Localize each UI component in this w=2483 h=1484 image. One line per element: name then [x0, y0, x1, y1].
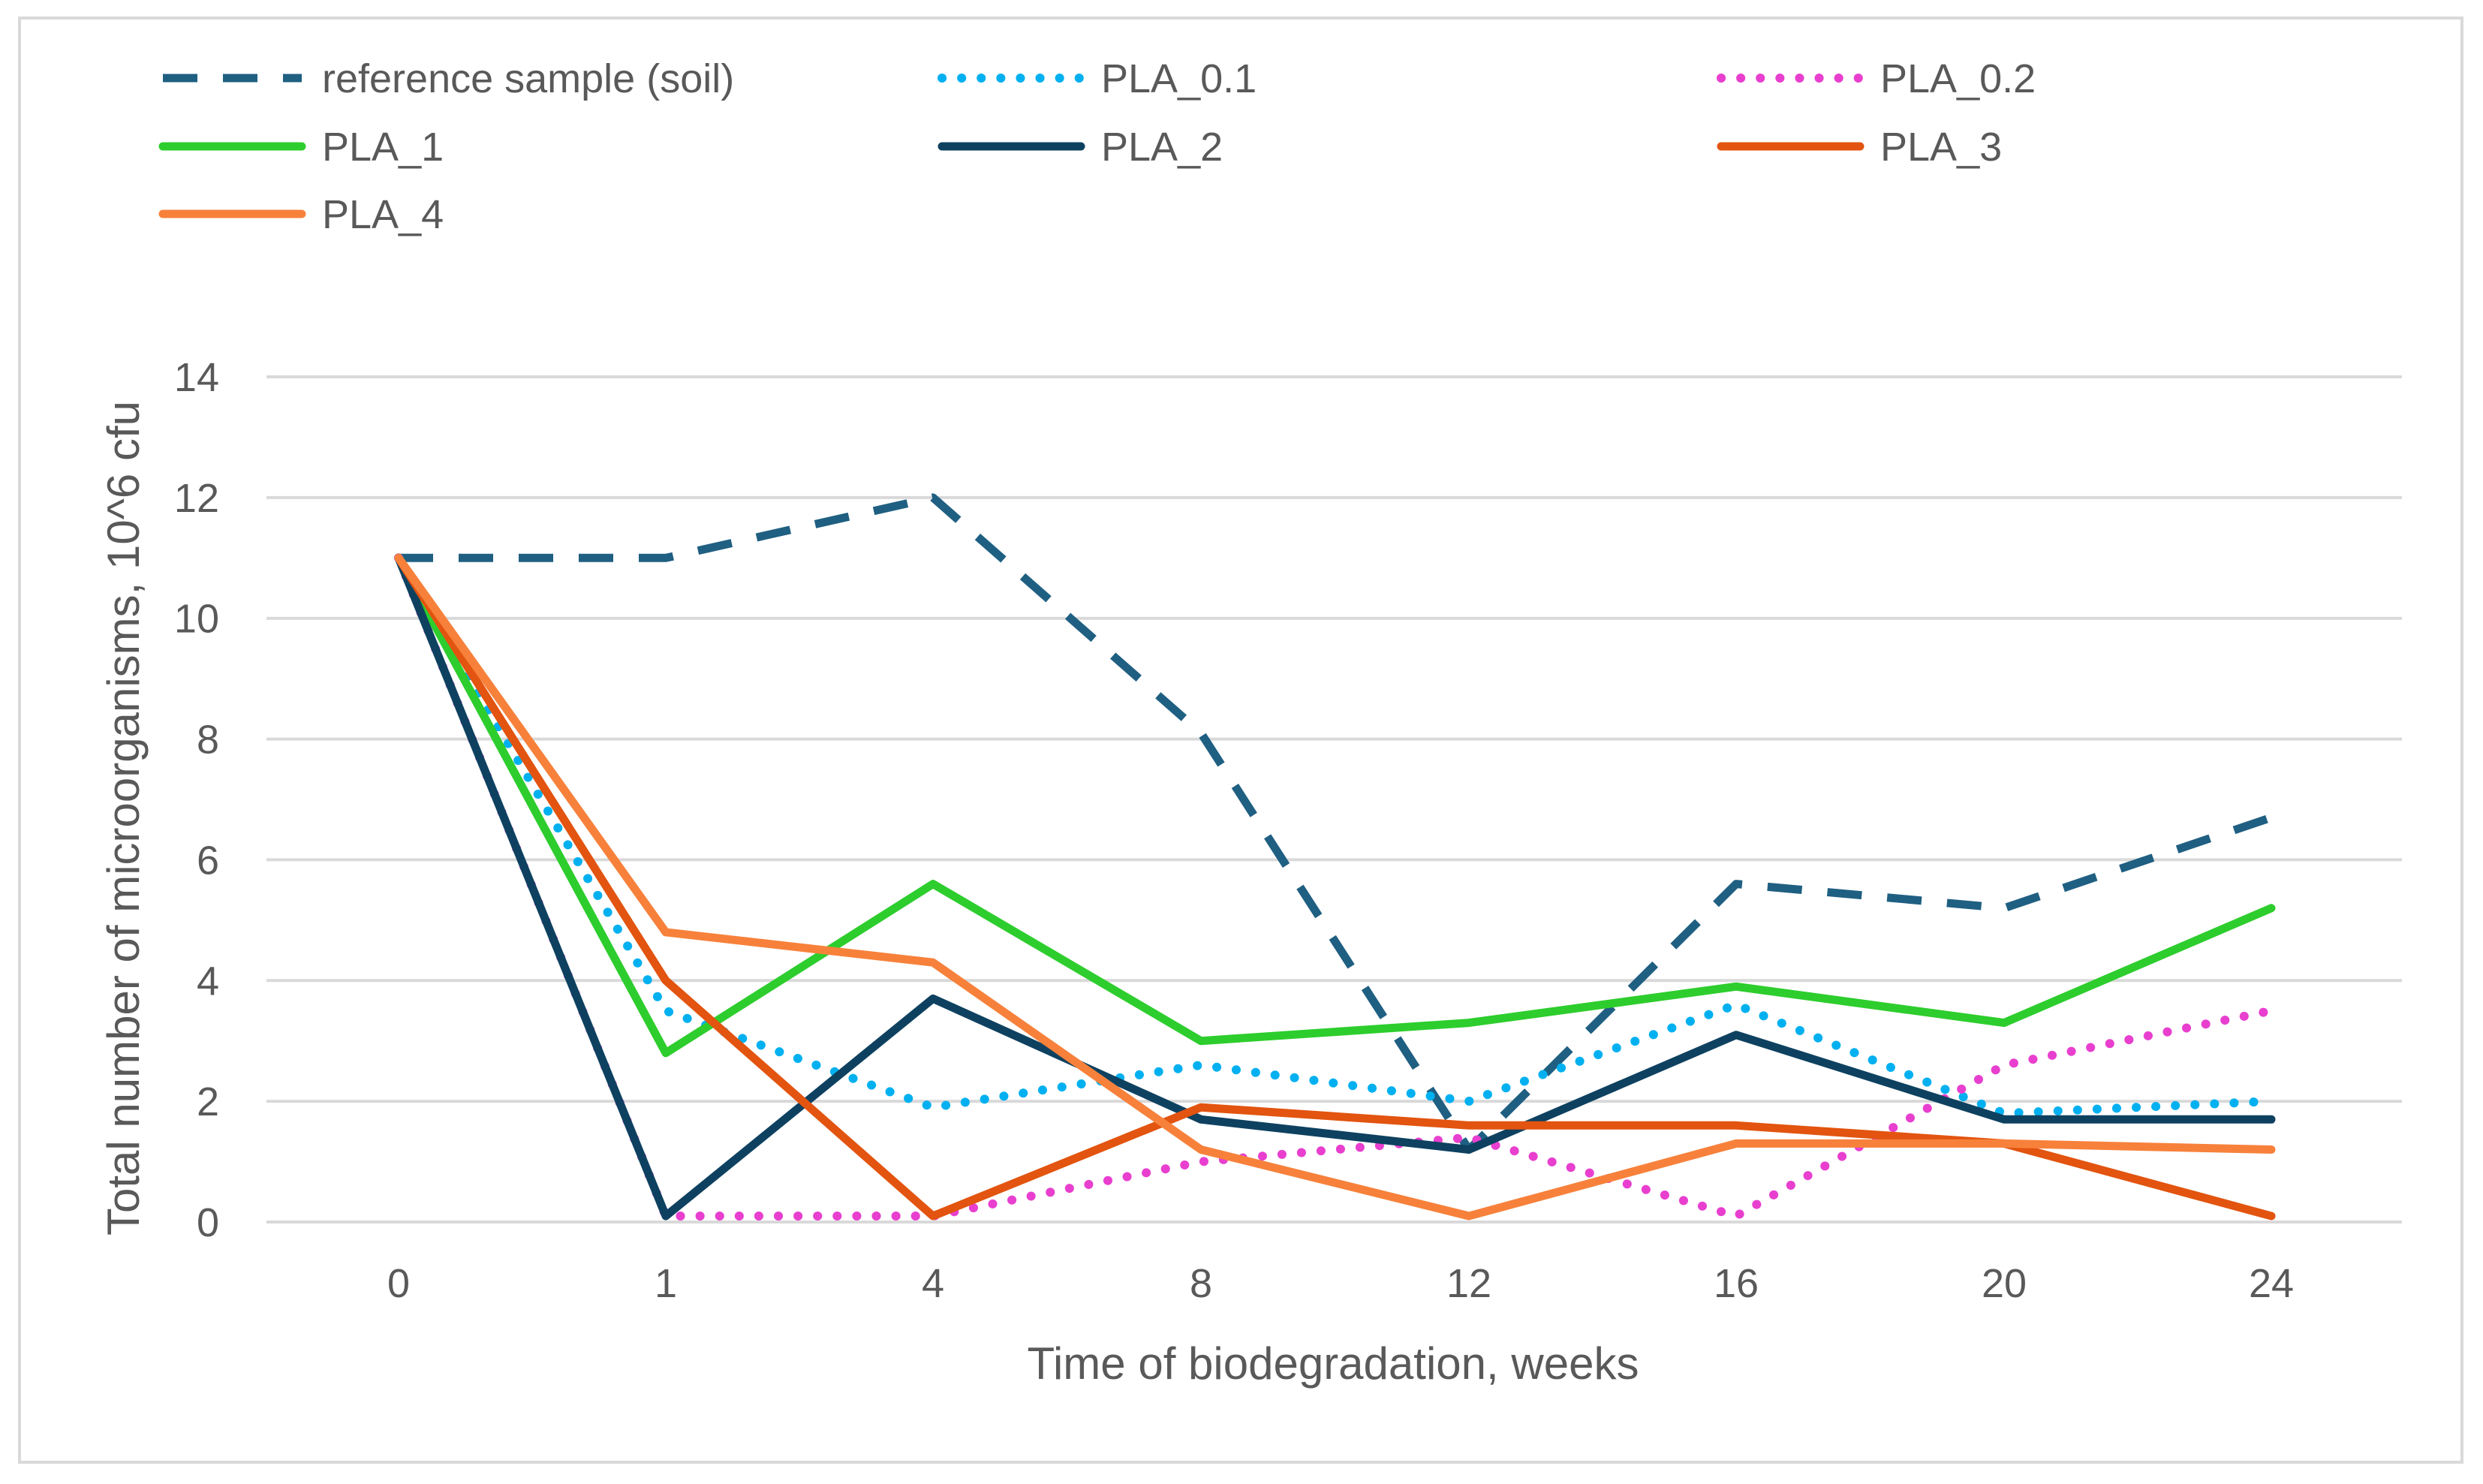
- legend-label: PLA_0.1: [1101, 56, 1257, 101]
- y-axis-title: Total number of microorganisms, 10^6 cfu: [98, 401, 149, 1236]
- y-tick-label: 10: [174, 597, 219, 642]
- legend-label: reference sample (soil): [322, 56, 734, 101]
- x-axis-ticks: 0 1 4 8 12 16 20 24: [387, 1261, 2294, 1306]
- x-tick-label: 12: [1446, 1261, 1491, 1306]
- legend: reference sample (soil) PLA_0.1 PLA_0.2 PLA…: [158, 56, 2036, 237]
- series-line-pla-4: [394, 553, 2276, 1221]
- y-tick-label: 0: [197, 1200, 219, 1245]
- y-tick-label: 14: [174, 355, 219, 400]
- legend-label: PLA_4: [322, 192, 444, 237]
- series-line-pla-2: [394, 553, 2276, 1221]
- y-tick-label: 4: [197, 959, 219, 1004]
- y-tick-label: 2: [197, 1079, 219, 1124]
- legend-label: PLA_1: [322, 125, 444, 170]
- x-tick-label: 8: [1190, 1261, 1212, 1306]
- x-axis-title: Time of biodegradation, weeks: [1028, 1338, 1639, 1389]
- series-line-reference-sample-soil-: [399, 493, 2273, 1154]
- y-axis-ticks: 0 2 4 6 8 10 12 14: [174, 355, 219, 1245]
- x-tick-label: 16: [1714, 1261, 1759, 1306]
- x-tick-label: 24: [2249, 1261, 2294, 1306]
- x-tick-label: 20: [1982, 1261, 2027, 1306]
- y-tick-label: 12: [174, 476, 219, 521]
- x-tick-label: 0: [387, 1261, 410, 1306]
- legend-label: PLA_0.2: [1880, 56, 2036, 101]
- gridlines: [266, 375, 2402, 1224]
- series-line-pla-0-1: [394, 553, 2276, 1118]
- legend-label: PLA_2: [1101, 125, 1223, 170]
- y-tick-label: 6: [197, 838, 219, 883]
- series-line-pla-0-2: [394, 553, 2276, 1221]
- x-tick-label: 1: [655, 1261, 677, 1306]
- y-tick-label: 8: [197, 718, 219, 763]
- series-line-pla-1: [394, 553, 2276, 1058]
- data-series: [394, 493, 2276, 1221]
- legend-label: PLA_3: [1880, 125, 2002, 170]
- x-tick-label: 4: [922, 1261, 944, 1306]
